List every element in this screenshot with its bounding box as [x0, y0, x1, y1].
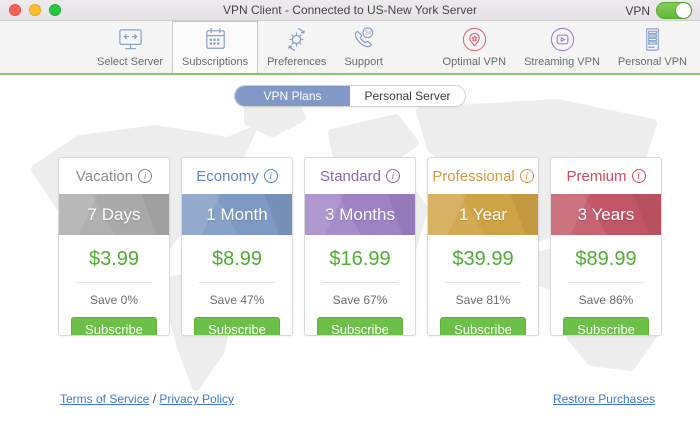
toolbar-item-personal-vpn[interactable]: Personal VPN — [609, 21, 696, 73]
plan-price: $89.99 — [551, 248, 661, 271]
toolbar-item-subscriptions[interactable]: Subscriptions — [172, 21, 258, 73]
plan-card-vacation: Vacation i 7 Days $3.99 Save 0% Subscrib… — [58, 157, 170, 336]
privacy-policy-link[interactable]: Privacy Policy — [159, 392, 234, 406]
close-window-button[interactable] — [9, 4, 21, 16]
terms-of-service-link[interactable]: Terms of Service — [60, 392, 149, 406]
video-play-circle-icon — [548, 25, 577, 54]
window-title: VPN Client - Connected to US-New York Se… — [0, 3, 700, 17]
divider — [445, 282, 521, 283]
restore-purchases-link[interactable]: Restore Purchases — [553, 392, 655, 406]
toolbar-label: Optimal VPN — [443, 56, 507, 68]
plan-duration-band: 3 Years — [551, 194, 661, 235]
zoom-window-button[interactable] — [49, 4, 61, 16]
plan-name: Standard — [320, 168, 381, 185]
toolbar-label: Support — [344, 56, 383, 68]
main-content: VPN Plans Personal Server Vacation i 7 D… — [0, 77, 700, 426]
toolbar-label: Personal VPN — [618, 56, 687, 68]
toolbar-item-streaming-vpn[interactable]: Streaming VPN — [515, 21, 609, 73]
svg-text:24: 24 — [365, 31, 372, 37]
window-controls — [9, 4, 61, 16]
plan-price: $16.99 — [305, 248, 415, 271]
info-icon[interactable]: i — [520, 169, 534, 183]
plan-card-standard: Standard i 3 Months $16.99 Save 67% Subs… — [304, 157, 416, 336]
subscribe-button[interactable]: Subscribe — [440, 317, 526, 336]
divider — [322, 282, 398, 283]
plan-name: Vacation — [76, 168, 133, 185]
plan-title-row: Economy i — [182, 158, 292, 194]
plan-duration-band: 1 Month — [182, 194, 292, 235]
plan-save-label: Save 81% — [428, 293, 538, 307]
plan-title-row: Vacation i — [59, 158, 169, 194]
divider — [199, 282, 275, 283]
monitor-arrows-icon — [116, 25, 145, 54]
vpn-toggle-label: VPN — [625, 4, 650, 18]
info-icon[interactable]: i — [386, 169, 400, 183]
toolbar-label: Preferences — [267, 56, 326, 68]
plan-duration-band: 7 Days — [59, 194, 169, 235]
plans-segmented-control: VPN Plans Personal Server — [234, 85, 466, 107]
subscribe-button[interactable]: Subscribe — [317, 317, 403, 336]
pin-star-circle-icon — [460, 25, 489, 54]
info-icon[interactable]: i — [632, 169, 646, 183]
tab-vpn-plans[interactable]: VPN Plans — [235, 86, 350, 106]
plan-title-row: Standard i — [305, 158, 415, 194]
plan-price: $3.99 — [59, 248, 169, 271]
plan-price: $39.99 — [428, 248, 538, 271]
toolbar-label: Streaming VPN — [524, 56, 600, 68]
minimize-window-button[interactable] — [29, 4, 41, 16]
plan-save-label: Save 86% — [551, 293, 661, 307]
toolbar-item-support[interactable]: 24 Support — [335, 21, 392, 73]
plan-price: $8.99 — [182, 248, 292, 271]
titlebar: VPN Client - Connected to US-New York Se… — [0, 0, 700, 21]
server-icon — [638, 25, 667, 54]
subscribe-button[interactable]: Subscribe — [563, 317, 649, 336]
toolbar-label: Select Server — [97, 56, 163, 68]
plan-name: Economy — [196, 168, 259, 185]
subscribe-button[interactable]: Subscribe — [194, 317, 280, 336]
toggle-knob — [676, 3, 691, 18]
divider — [76, 282, 152, 283]
footer-legal-links: Terms of Service / Privacy Policy — [60, 392, 234, 406]
plan-duration-band: 1 Year — [428, 194, 538, 235]
tab-personal-server[interactable]: Personal Server — [350, 86, 465, 106]
vpn-toggle-group: VPN — [625, 0, 692, 21]
plan-save-label: Save 0% — [59, 293, 169, 307]
plan-save-label: Save 67% — [305, 293, 415, 307]
toolbar-label: Subscriptions — [182, 56, 248, 68]
footer-restore: Restore Purchases — [553, 392, 655, 406]
toolbar-item-select-server[interactable]: Select Server — [88, 21, 172, 73]
toolbar-item-preferences[interactable]: Preferences — [258, 21, 335, 73]
calendar-icon — [201, 25, 230, 54]
plan-card-economy: Economy i 1 Month $8.99 Save 47% Subscri… — [181, 157, 293, 336]
plan-duration-band: 3 Months — [305, 194, 415, 235]
link-separator: / — [149, 392, 159, 406]
phone-24-icon: 24 — [349, 25, 378, 54]
toolbar-spacer — [392, 21, 434, 73]
plan-name: Premium — [566, 168, 626, 185]
plan-card-professional: Professional i 1 Year $39.99 Save 81% Su… — [427, 157, 539, 336]
subscribe-button[interactable]: Subscribe — [71, 317, 157, 336]
vpn-toggle-switch[interactable] — [656, 2, 692, 19]
plan-title-row: Premium i — [551, 158, 661, 194]
plan-save-label: Save 47% — [182, 293, 292, 307]
info-icon[interactable]: i — [264, 169, 278, 183]
toolbar: Select Server Subscriptions — [0, 21, 700, 75]
gear-sync-icon — [282, 25, 311, 54]
toolbar-item-optimal-vpn[interactable]: Optimal VPN — [434, 21, 516, 73]
divider — [568, 282, 644, 283]
plan-title-row: Professional i — [428, 158, 538, 194]
plan-name: Professional — [432, 168, 515, 185]
plan-card-premium: Premium i 3 Years $89.99 Save 86% Subscr… — [550, 157, 662, 336]
pricing-cards: Vacation i 7 Days $3.99 Save 0% Subscrib… — [58, 157, 662, 336]
info-icon[interactable]: i — [138, 169, 152, 183]
